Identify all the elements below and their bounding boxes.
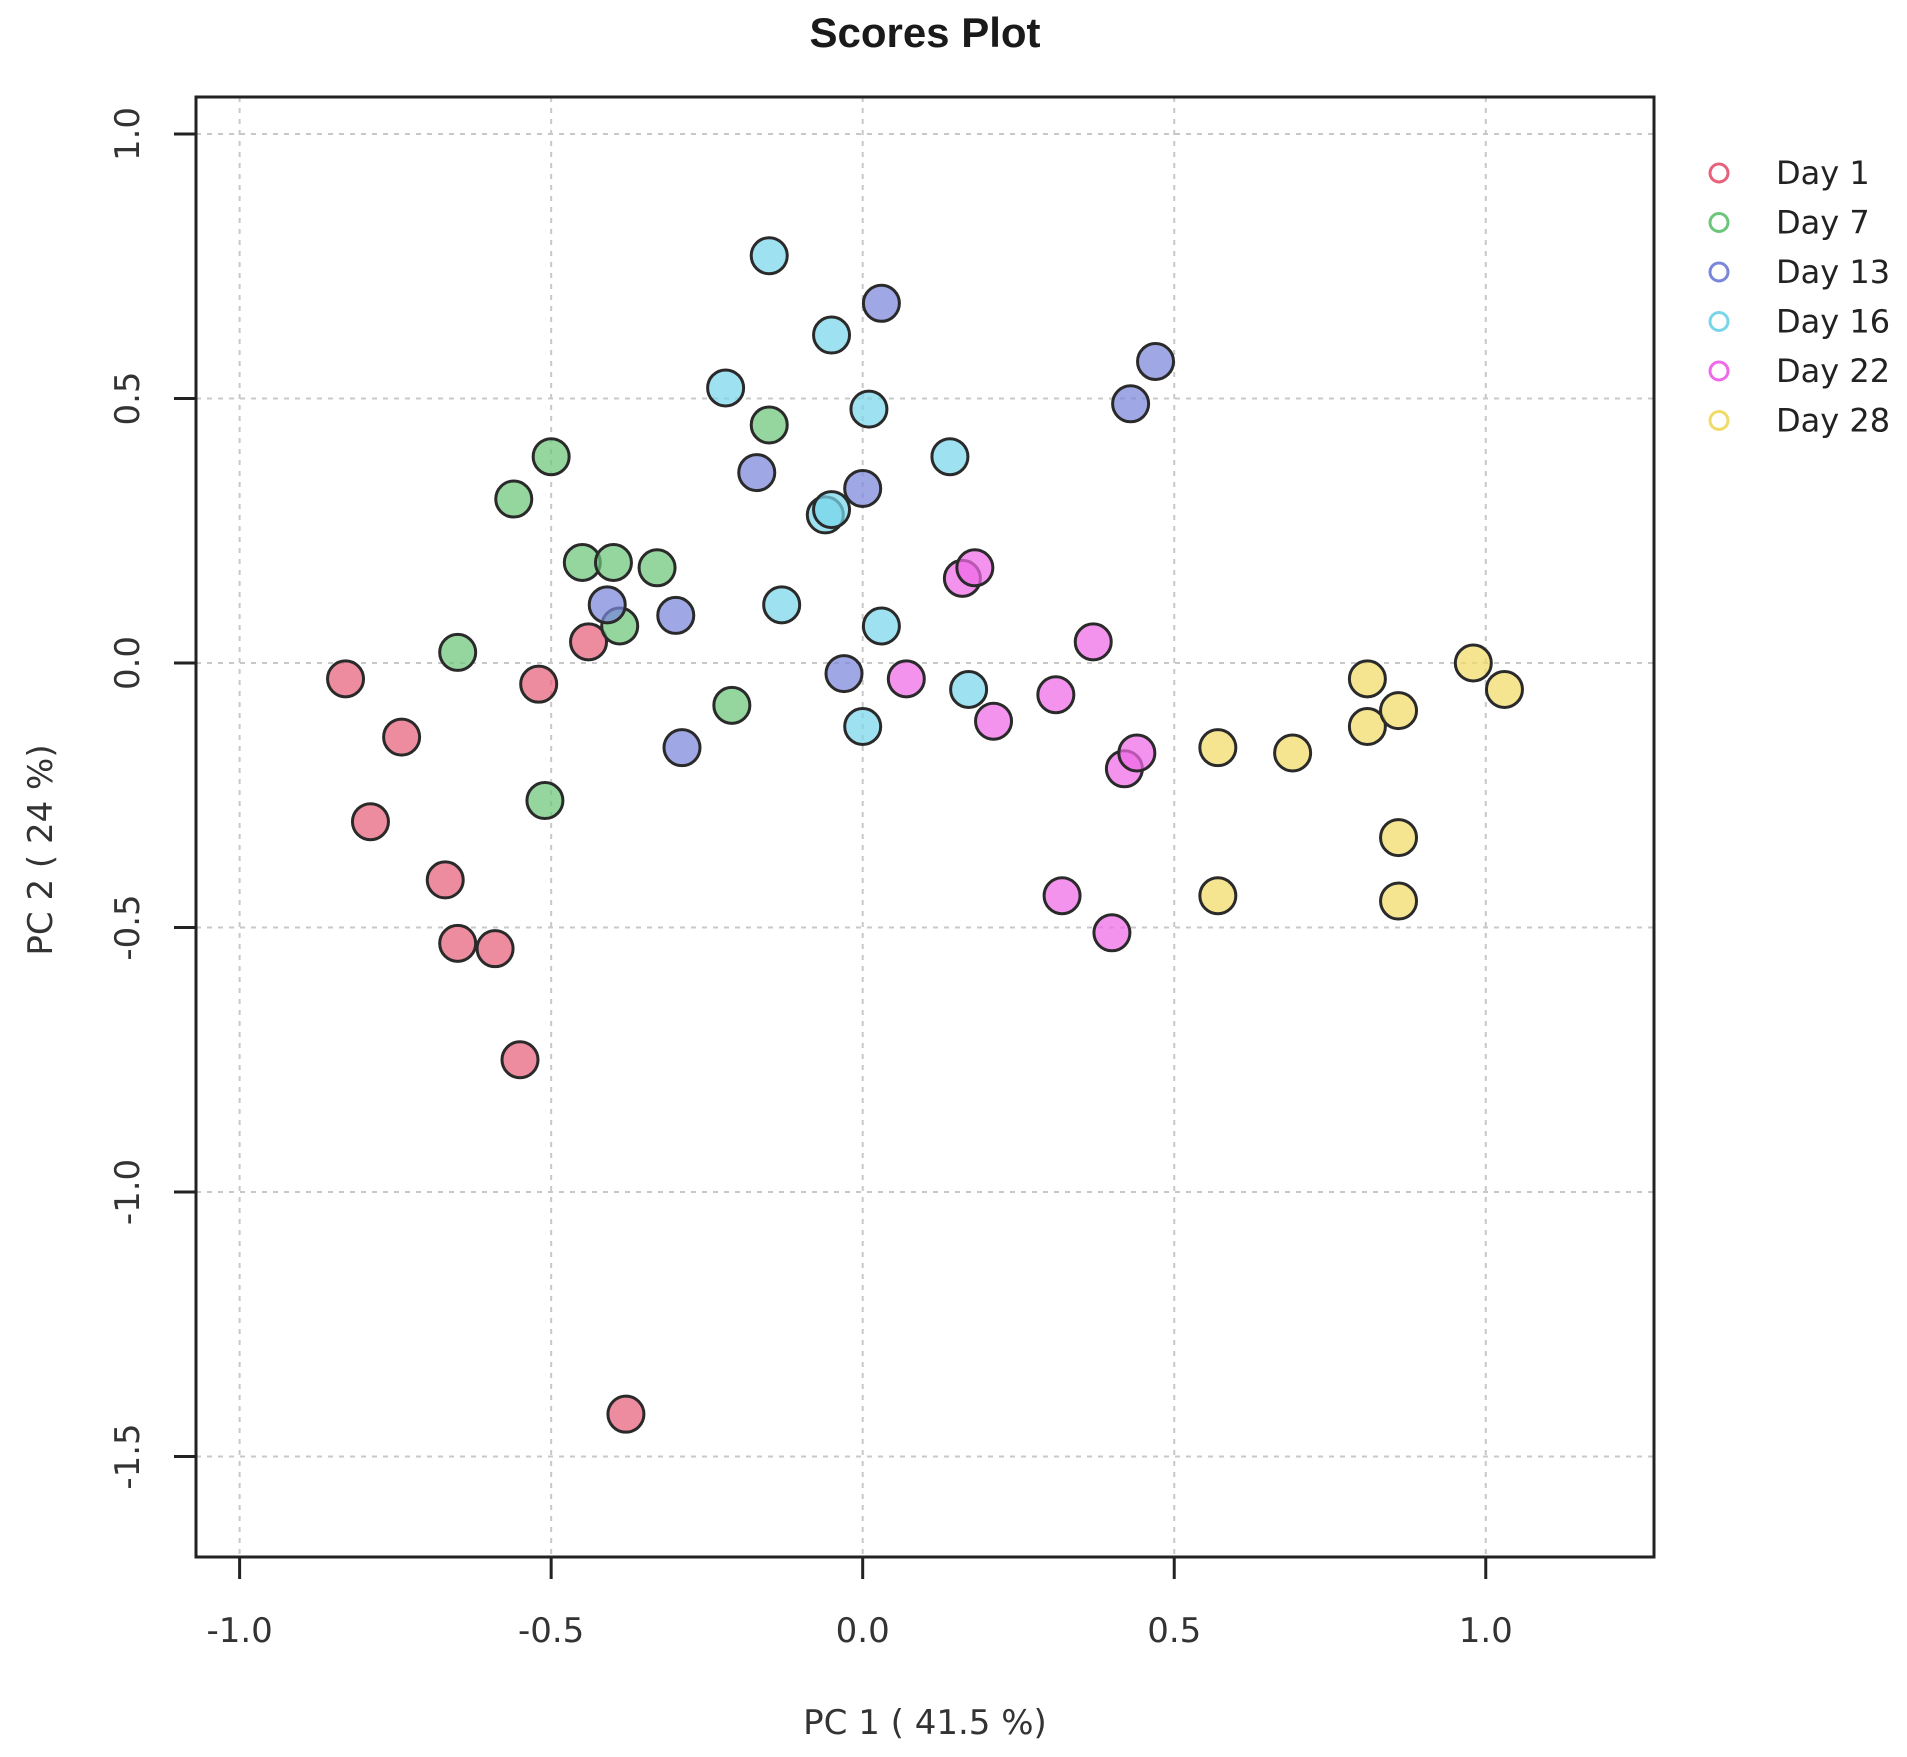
plot-frame [194, 95, 1656, 1559]
y-tick-label: -0.5 [108, 894, 148, 960]
point-day-16 [812, 315, 852, 355]
legend-marker-day-1 [1708, 162, 1730, 184]
x-tick-label: 0.0 [836, 1611, 890, 1651]
y-axis: -1.5 -1.0 -0.5 0.0 0.5 1.0 [108, 107, 198, 1490]
point-day-7 [494, 479, 534, 519]
point-day-13 [587, 585, 627, 625]
point-day-13 [662, 728, 702, 768]
point-day-22 [1092, 913, 1132, 953]
point-day-7 [749, 405, 789, 445]
legend-label-day-28: Day 28 [1776, 402, 1890, 440]
x-axis: -1.0 -0.5 0.0 0.5 1.0 [206, 1555, 1513, 1651]
x-tick-label: -1.0 [206, 1611, 272, 1651]
legend-label-day-1: Day 1 [1776, 154, 1870, 192]
point-day-22 [1036, 675, 1076, 715]
point-day-16 [849, 389, 889, 429]
point-day-1 [569, 622, 609, 662]
point-day-16 [762, 585, 802, 625]
legend-label-day-7: Day 7 [1776, 204, 1870, 242]
point-day-28 [1379, 818, 1419, 858]
legend-marker-day-7 [1708, 212, 1730, 233]
point-day-7 [531, 437, 571, 477]
y-tick-label: 0.5 [108, 371, 148, 425]
y-tick-label: 1.0 [108, 107, 148, 161]
point-day-28 [1453, 643, 1493, 683]
y-tick-label: -1.0 [108, 1159, 148, 1225]
point-day-7 [525, 781, 565, 821]
point-day-7 [593, 543, 633, 583]
point-day-28 [1484, 669, 1524, 709]
point-day-1 [606, 1394, 646, 1434]
point-day-13 [861, 283, 901, 323]
point-day-16 [949, 669, 989, 709]
point-day-28 [1273, 733, 1313, 773]
point-day-1 [500, 1040, 540, 1080]
point-day-28 [1379, 881, 1419, 921]
point-day-22 [974, 701, 1014, 741]
point-day-28 [1347, 706, 1387, 746]
legend-marker-day-16 [1708, 311, 1730, 332]
legend: Day 1 Day 7 Day 13 Day 16 Day 22 Day 28 [1708, 154, 1890, 440]
x-tick-label: 1.0 [1459, 1611, 1513, 1651]
chart-title: Scores Plot [809, 9, 1040, 56]
point-day-28 [1347, 659, 1387, 699]
point-day-1 [350, 802, 390, 842]
legend-marker-day-28 [1708, 410, 1730, 431]
point-day-1 [382, 717, 422, 757]
legend-label-day-22: Day 22 [1776, 352, 1890, 390]
point-day-28 [1198, 876, 1238, 916]
point-day-16 [843, 706, 883, 746]
point-day-13 [824, 654, 864, 694]
point-day-1 [519, 664, 559, 704]
point-day-13 [656, 595, 696, 635]
legend-label-day-16: Day 16 [1776, 303, 1890, 341]
legend-marker-day-13 [1708, 261, 1730, 283]
x-axis-label: PC 1 ( 41.5 %) [803, 1703, 1047, 1743]
y-tick-label: 0.0 [108, 636, 148, 690]
point-day-13 [1111, 384, 1151, 424]
point-day-16 [861, 606, 901, 646]
point-day-22 [1073, 622, 1113, 662]
x-tick-label: 0.5 [1147, 1611, 1201, 1651]
legend-label-day-13: Day 13 [1776, 253, 1890, 291]
point-day-13 [1136, 341, 1176, 381]
point-day-22 [955, 548, 995, 588]
point-day-22 [886, 659, 926, 699]
y-tick-label: -1.5 [108, 1423, 148, 1489]
point-day-28 [1198, 728, 1238, 768]
point-day-16 [930, 437, 970, 477]
point-day-7 [438, 632, 478, 672]
x-tick-label: -0.5 [518, 1611, 584, 1651]
point-day-28 [1379, 691, 1419, 731]
point-day-13 [737, 453, 777, 493]
point-day-7 [637, 548, 677, 588]
point-day-7 [712, 685, 752, 725]
point-day-16 [706, 368, 746, 408]
point-day-1 [475, 929, 515, 969]
grid-lines [196, 97, 1654, 1557]
point-day-1 [438, 923, 478, 963]
point-day-22 [1117, 733, 1157, 773]
point-day-13 [843, 468, 883, 508]
point-day-1 [326, 659, 366, 699]
y-axis-label: PC 2 ( 24 %) [21, 744, 61, 955]
point-day-22 [1042, 876, 1082, 916]
data-points [326, 236, 1524, 1434]
point-day-16 [812, 490, 852, 530]
point-day-1 [425, 860, 465, 900]
point-day-16 [749, 236, 789, 276]
legend-marker-day-22 [1708, 360, 1730, 382]
